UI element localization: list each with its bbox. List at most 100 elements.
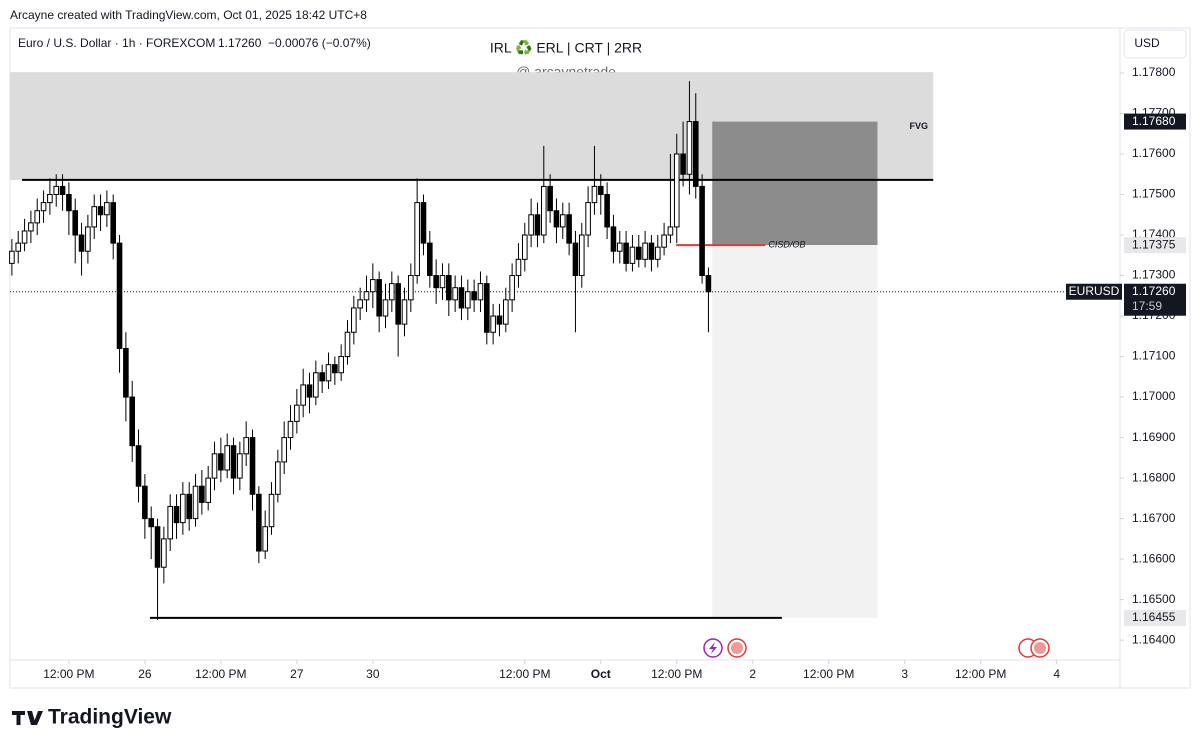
candle-body bbox=[427, 242, 433, 277]
candle-body bbox=[604, 194, 610, 228]
candle-body bbox=[224, 445, 230, 471]
zone bbox=[712, 121, 878, 246]
currency-button[interactable] bbox=[1123, 29, 1187, 59]
candle-body bbox=[629, 246, 636, 264]
y-tick-label: 1.17300 bbox=[1132, 268, 1176, 282]
candle-body bbox=[528, 214, 534, 236]
x-tick-label: 2 bbox=[749, 667, 756, 681]
candle-body bbox=[275, 461, 281, 495]
candle-body bbox=[673, 153, 680, 228]
candle-body bbox=[521, 234, 528, 260]
candle-body bbox=[623, 242, 629, 264]
x-tick-label: 12:00 PM bbox=[499, 667, 550, 681]
candle-body bbox=[483, 283, 490, 333]
brand-logo bbox=[12, 711, 43, 725]
ticker-tag bbox=[1066, 283, 1122, 300]
candle-body bbox=[661, 234, 667, 248]
candle-body bbox=[408, 275, 414, 301]
candle-body bbox=[319, 372, 325, 382]
event-icon-glyph bbox=[1034, 642, 1046, 654]
candle-body bbox=[572, 242, 579, 277]
candle-body bbox=[591, 185, 598, 204]
candle-body bbox=[534, 214, 541, 236]
candle-body bbox=[28, 222, 34, 232]
y-tick-label: 1.17800 bbox=[1132, 65, 1176, 79]
candle-body bbox=[547, 185, 553, 212]
candle-body bbox=[515, 258, 522, 277]
price-marker bbox=[1124, 237, 1186, 254]
candle-body bbox=[439, 275, 446, 289]
candle-body bbox=[680, 153, 686, 175]
candle-body bbox=[490, 315, 496, 333]
candle-body bbox=[205, 477, 211, 503]
candle-body bbox=[357, 299, 363, 309]
candle-body bbox=[414, 202, 420, 277]
candle-body bbox=[370, 279, 376, 293]
candle-body bbox=[654, 246, 661, 260]
x-tick-label: 30 bbox=[366, 667, 380, 681]
candle-body bbox=[116, 242, 123, 349]
x-tick-label: 3 bbox=[901, 667, 908, 681]
event-icon-glyph bbox=[731, 642, 743, 654]
candle-body bbox=[53, 185, 60, 196]
event-icons bbox=[703, 638, 1050, 658]
zone bbox=[712, 245, 878, 618]
candle-body bbox=[395, 283, 401, 325]
candle-body bbox=[186, 493, 192, 520]
candle-body bbox=[635, 246, 642, 260]
candle-body bbox=[161, 538, 167, 568]
ticker-label: EURUSD bbox=[1069, 284, 1120, 298]
x-tick-label: 12:00 PM bbox=[651, 667, 702, 681]
candle-body bbox=[325, 364, 332, 382]
candle-body bbox=[699, 185, 705, 277]
candle-body bbox=[306, 384, 313, 398]
candle-body bbox=[104, 202, 110, 216]
y-tick-label: 1.17600 bbox=[1132, 146, 1176, 160]
level-label: CISD/OB bbox=[768, 240, 805, 250]
x-tick-label: 12:00 PM bbox=[803, 667, 854, 681]
candle-body bbox=[338, 356, 344, 374]
price-marker bbox=[1124, 113, 1186, 130]
price-change: −0.00076 (−0.07%) bbox=[268, 36, 371, 50]
candle-body bbox=[471, 291, 477, 301]
candle-body bbox=[167, 505, 173, 540]
candle-body bbox=[692, 121, 699, 187]
candle-body bbox=[294, 404, 300, 422]
candle-body bbox=[135, 445, 142, 487]
price-marker-label: 1.17375 bbox=[1132, 237, 1176, 251]
y-tick-label: 1.16500 bbox=[1132, 592, 1176, 606]
price-marker bbox=[1124, 609, 1186, 626]
price-marker-label: 1.16455 bbox=[1132, 610, 1176, 624]
y-tick-label: 1.16800 bbox=[1132, 470, 1176, 484]
candle-body bbox=[566, 214, 572, 244]
candle-body bbox=[667, 226, 674, 236]
currency[interactable]: USD bbox=[1134, 36, 1160, 50]
candle-body bbox=[477, 283, 484, 301]
x-tick-label: Oct bbox=[591, 667, 611, 681]
candle-body bbox=[129, 396, 136, 447]
candle-body bbox=[458, 287, 465, 309]
brand: TradingView bbox=[48, 706, 172, 729]
candle-body bbox=[249, 437, 256, 495]
candle-body bbox=[123, 347, 129, 398]
symbol: Euro / U.S. Dollar · 1h · FOREXCOM bbox=[18, 36, 215, 50]
candle-body bbox=[85, 226, 91, 252]
candle-body bbox=[686, 121, 693, 175]
candle-body bbox=[59, 185, 66, 196]
y-tick-label: 1.16400 bbox=[1132, 632, 1176, 646]
candle-body bbox=[262, 526, 268, 552]
candle-body bbox=[610, 226, 617, 252]
candle-body bbox=[268, 493, 275, 528]
x-tick-label: 12:00 PM bbox=[43, 667, 94, 681]
y-tick-label: 1.16900 bbox=[1132, 430, 1176, 444]
candle-body bbox=[142, 485, 148, 520]
y-tick-label: 1.17100 bbox=[1132, 349, 1176, 363]
candle-body bbox=[509, 275, 515, 301]
event-icon-glyph bbox=[709, 642, 717, 654]
candle-body bbox=[199, 485, 205, 503]
zone-label: FVG bbox=[909, 121, 928, 131]
candle-body bbox=[154, 526, 161, 568]
countdown: 17:59 bbox=[1132, 299, 1162, 313]
candle-body bbox=[47, 194, 53, 204]
candle-body bbox=[287, 420, 294, 439]
